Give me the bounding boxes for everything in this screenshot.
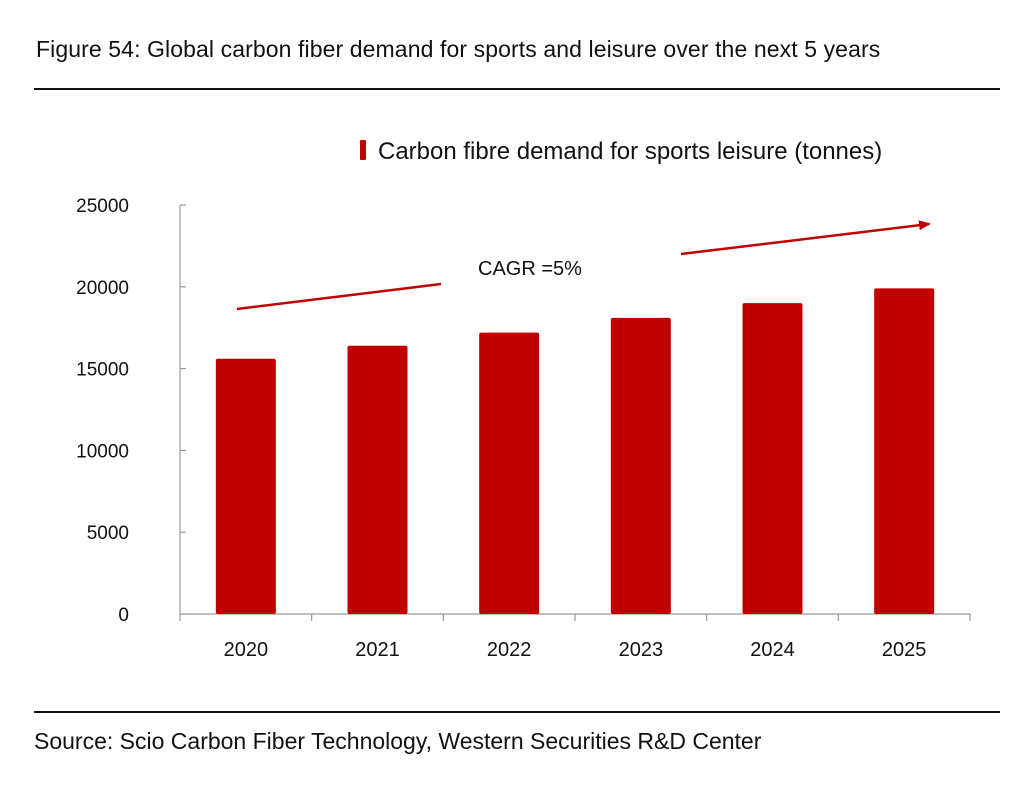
y-tick-label: 25000 (76, 196, 129, 217)
x-tick-label: 2022 (487, 639, 532, 661)
cagr-label: CAGR =5% (478, 258, 582, 280)
y-axis: 0 5000 10000 15000 20000 25000 (76, 196, 186, 626)
x-tick-label: 2021 (355, 639, 400, 661)
bar-2020 (215, 358, 276, 614)
x-tick-label: 2023 (619, 639, 664, 661)
bottom-rule (34, 711, 1000, 713)
trend-annotation: CAGR =5% (236, 220, 931, 311)
figure-title: Figure 54: Global carbon fiber demand fo… (36, 36, 881, 62)
x-tick-label: 2020 (224, 639, 269, 661)
y-tick-label: 20000 (76, 278, 129, 299)
legend-label: Carbon fibre demand for sports leisure (… (378, 138, 882, 165)
bar-2022 (479, 332, 540, 614)
x-tick-label: 2024 (750, 639, 795, 661)
x-axis: 2020 2021 2022 2023 2024 2025 (179, 613, 971, 661)
bar-2021 (347, 345, 408, 614)
x-tick-label: 2025 (882, 639, 927, 661)
top-rule (34, 88, 1000, 90)
source-note: Source: Scio Carbon Fiber Technology, We… (34, 728, 762, 754)
y-tick-label: 5000 (87, 523, 129, 544)
y-tick-label: 15000 (76, 360, 129, 381)
chart-legend: Carbon fibre demand for sports leisure (… (360, 138, 882, 165)
y-tick-label: 0 (118, 605, 129, 626)
trend-line-left (236, 282, 442, 311)
y-tick-label: 10000 (76, 441, 129, 462)
legend-swatch (360, 140, 366, 160)
bars-group (215, 288, 935, 614)
bar-2023 (610, 317, 671, 614)
trend-arrow (680, 220, 931, 256)
bar-2024 (742, 303, 803, 614)
bar-chart: Carbon fibre demand for sports leisure (… (76, 138, 971, 661)
bar-2025 (874, 288, 935, 614)
